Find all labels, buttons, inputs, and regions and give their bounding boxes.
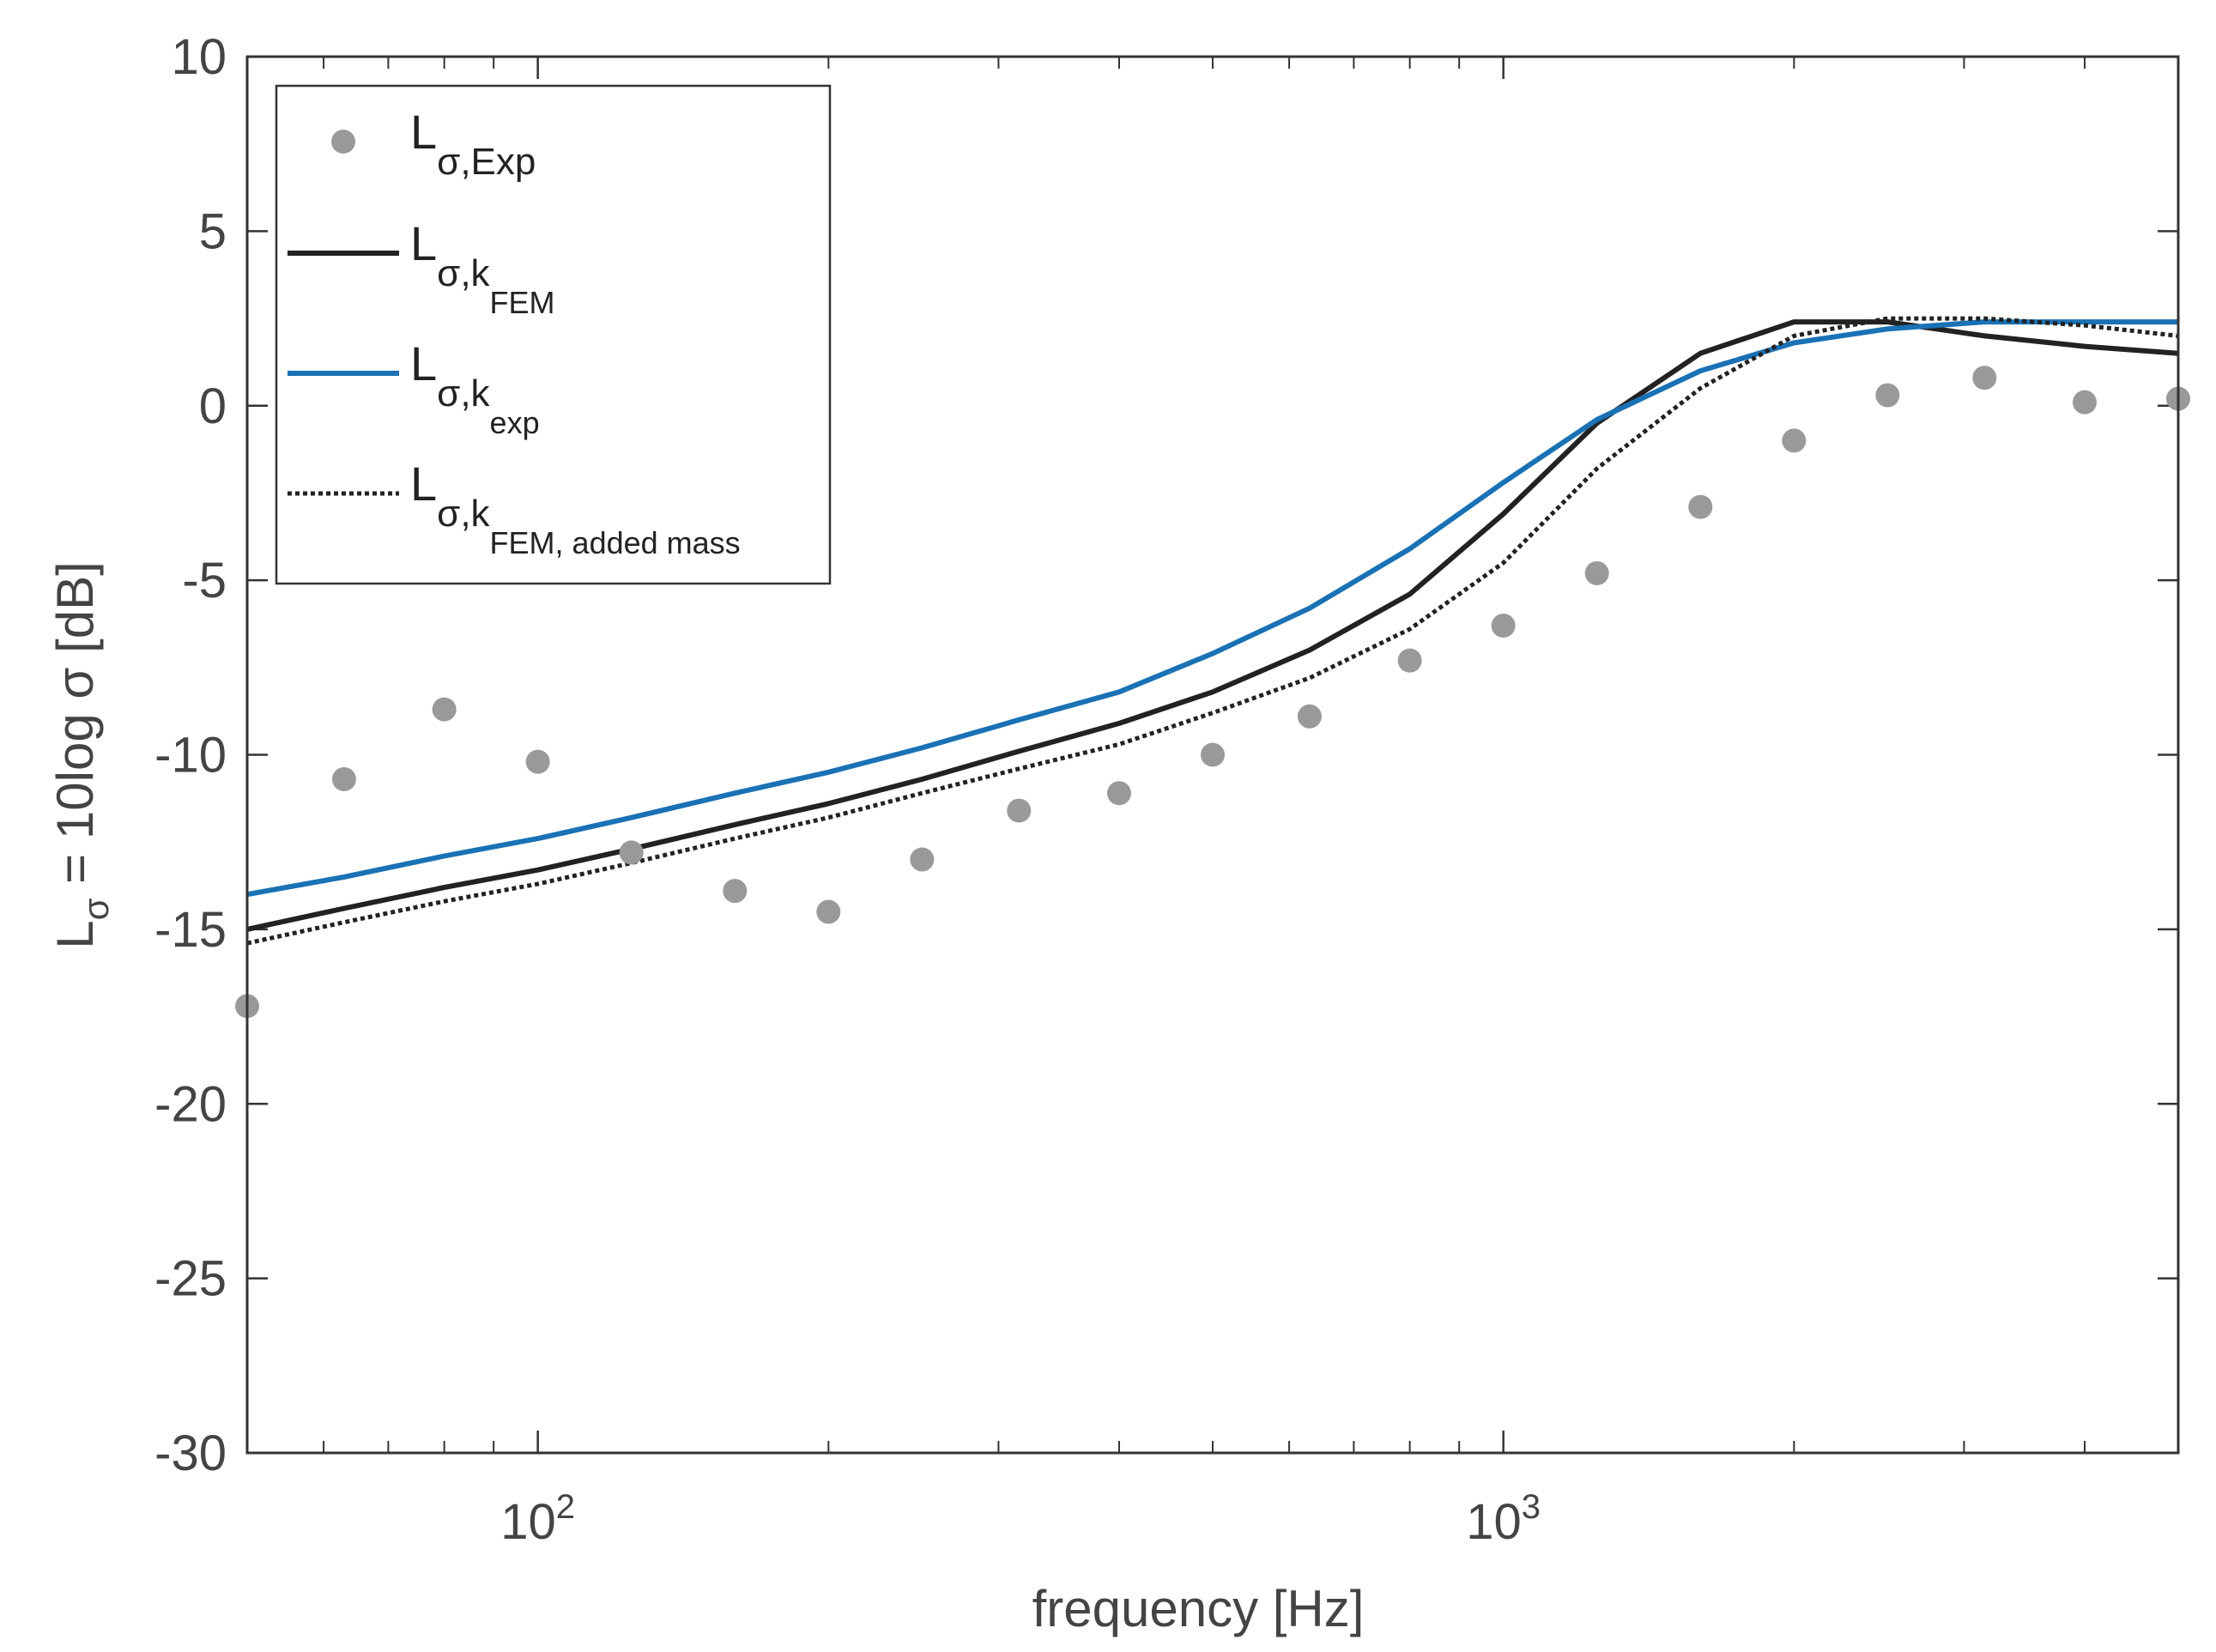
y-tick-label: 5 [199,203,227,259]
series-line-1 [246,319,2179,932]
data-point [1491,614,1516,638]
data-point [432,697,457,722]
data-point [1875,383,1900,408]
data-point [1007,798,1032,823]
legend-entry: Lσ,Exp [331,105,536,183]
data-point [816,899,841,924]
data-point [1584,560,1609,585]
y-tick-labels: 10 5 0 -5 -10 -15 -20 -25 -30 [154,29,227,1481]
legend: Lσ,Exp Lσ,kFEM Lσ,kexp Lσ,kFEM, added mass [275,84,832,585]
data-point [2072,390,2097,415]
minor-ticks [246,57,2179,1453]
data-point [723,879,748,904]
legend-entry: Lσ,kFEM [288,216,555,320]
y-tick-label: -10 [154,728,227,784]
data-point [1106,781,1131,806]
y-axis-title-rest: = 10log σ [dB] [46,561,104,898]
data-point [1782,428,1807,453]
data-point [1201,742,1225,767]
series-exp-markers [235,366,2190,1019]
legend-label: Lσ,kFEM [410,216,555,320]
legend-box [275,84,832,585]
series-line-2 [246,319,2178,898]
legend-marker [331,130,355,154]
x-axis-title: frequency [Hz] [1032,1580,1365,1637]
series-line-3 [246,316,2179,946]
x-tick-labels: 102 103 [500,1488,1541,1550]
y-tick-label: -5 [182,553,227,608]
legend-entry: Lσ,kFEM, added mass [288,457,741,560]
legend-label: Lσ,kexp [410,336,540,440]
legend-label: Lσ,Exp [410,105,536,183]
y-axis-title: Lσ = 10log σ [dB] [46,561,116,949]
y-tick-label: 10 [171,29,227,85]
data-point [1397,648,1422,673]
plot-frame [245,55,2180,1455]
legend-entry: Lσ,kexp [288,336,540,440]
data-point [525,749,550,774]
series-layer [235,316,2190,1019]
legend-label: Lσ,kFEM, added mass [410,457,741,560]
data-point [619,840,644,865]
y-axis-title-main: L [46,920,104,948]
data-point [1297,704,1322,729]
y-tick-label: -20 [154,1076,227,1132]
x-tick-label: 102 [500,1488,575,1550]
y-tick-label: 0 [199,378,227,434]
y-axis-title-sub: σ [76,898,116,920]
data-point [331,766,356,791]
data-point [1688,494,1713,519]
y-tick-label: -30 [154,1425,227,1481]
data-point [1972,366,1997,390]
svg-text:Lσ = 10log σ [dB]: Lσ = 10log σ [dB] [46,561,116,949]
data-point [910,847,935,872]
y-tick-label: -25 [154,1251,227,1307]
y-tick-label: -15 [154,902,227,958]
x-tick-label: 103 [1466,1488,1541,1550]
